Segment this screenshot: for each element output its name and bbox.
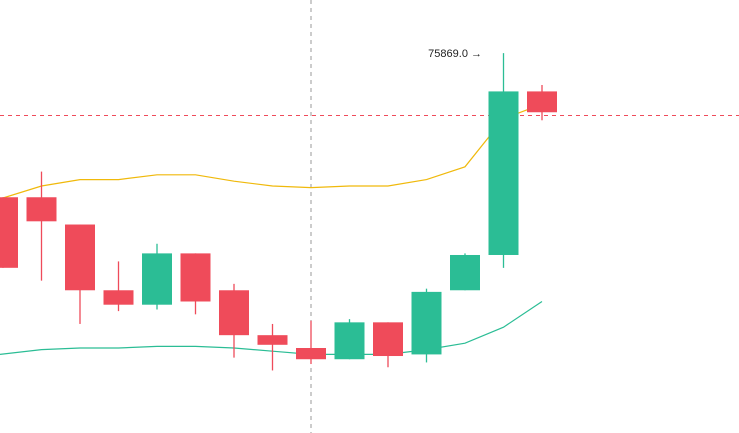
- candle-down[interactable]: [257, 335, 288, 345]
- candle-up[interactable]: [488, 91, 519, 255]
- lower-band-line: [0, 301, 543, 355]
- candle-up[interactable]: [450, 254, 480, 291]
- candle-down[interactable]: [373, 322, 403, 357]
- candle-up[interactable]: [334, 322, 365, 360]
- candle-up[interactable]: [411, 291, 442, 355]
- candle-down[interactable]: [103, 290, 134, 305]
- candle-up[interactable]: [142, 253, 172, 305]
- upper-band-line: [0, 103, 543, 200]
- candle-down[interactable]: [180, 253, 211, 302]
- candle-down[interactable]: [26, 197, 57, 222]
- max-price-label: 75869.0 →: [428, 48, 482, 60]
- candle-down[interactable]: [65, 224, 95, 291]
- candle-down[interactable]: [0, 197, 18, 268]
- candle-down[interactable]: [219, 290, 249, 336]
- candle-down[interactable]: [296, 348, 326, 360]
- candle-down[interactable]: [527, 91, 557, 113]
